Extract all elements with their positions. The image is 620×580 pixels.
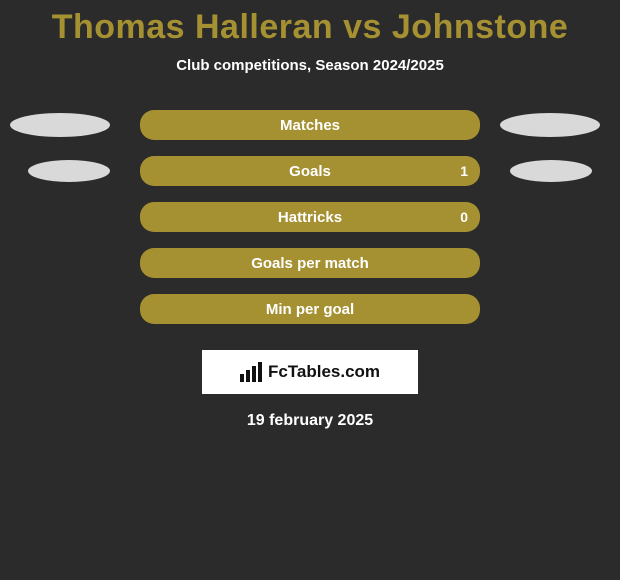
- stat-label: Goals: [289, 163, 331, 180]
- stat-bar: Min per goal: [140, 294, 480, 324]
- row-matches: Matches: [0, 102, 620, 148]
- stat-bar: Hattricks 0: [140, 202, 480, 232]
- logo: FcTables.com: [240, 362, 380, 382]
- stat-bar: Matches: [140, 110, 480, 140]
- logo-text: FcTables.com: [268, 362, 380, 382]
- stat-value: 1: [460, 163, 468, 179]
- stat-bar: Goals per match: [140, 248, 480, 278]
- stat-label: Min per goal: [266, 301, 354, 318]
- page-subtitle: Club competitions, Season 2024/2025: [0, 57, 620, 74]
- left-value-ellipse: [28, 160, 110, 182]
- stat-value: 0: [460, 209, 468, 225]
- row-goals-per-match: Goals per match: [0, 240, 620, 286]
- row-goals: Goals 1: [0, 148, 620, 194]
- right-value-ellipse: [510, 160, 592, 182]
- row-hattricks: Hattricks 0: [0, 194, 620, 240]
- page-title: Thomas Halleran vs Johnstone: [0, 0, 620, 47]
- row-min-per-goal: Min per goal: [0, 286, 620, 332]
- left-value-ellipse: [10, 113, 110, 137]
- stat-label: Goals per match: [251, 255, 369, 272]
- bars-icon: [240, 362, 262, 382]
- footer-date: 19 february 2025: [0, 412, 620, 430]
- right-value-ellipse: [500, 113, 600, 137]
- stat-label: Hattricks: [278, 209, 342, 226]
- stat-bar: Goals 1: [140, 156, 480, 186]
- comparison-chart: Matches Goals 1 Hattricks 0 Goals per ma…: [0, 102, 620, 332]
- logo-box: FcTables.com: [202, 350, 418, 394]
- stat-label: Matches: [280, 117, 340, 134]
